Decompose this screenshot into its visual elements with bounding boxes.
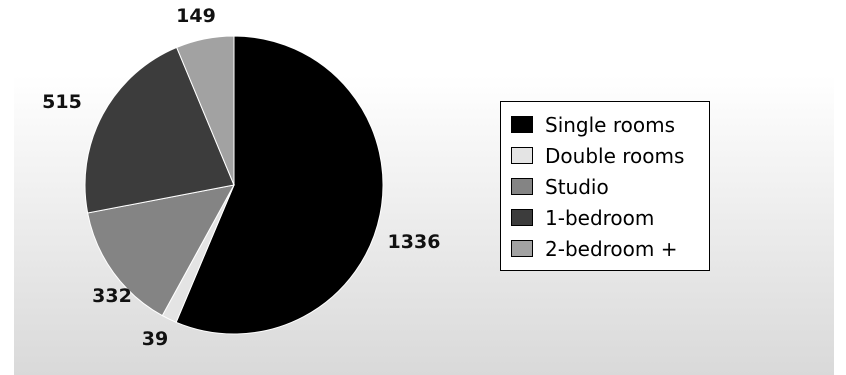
legend-label-studio: Studio [545,175,609,199]
legend-swatch-1-bedroom [511,209,533,226]
legend-swatch-single-rooms [511,116,533,133]
legend-item: Single rooms [511,109,709,140]
legend-label-1-bedroom: 1-bedroom [545,206,654,230]
legend-item: 1-bedroom [511,202,709,233]
legend-label-double-rooms: Double rooms [545,144,684,168]
data-label-double-rooms: 39 [142,328,168,350]
data-label-studio: 332 [92,285,132,307]
legend-item: Studio [511,171,709,202]
data-label-single-rooms: 1336 [388,231,441,253]
legend-swatch-2-bedroom-plus [511,240,533,257]
legend: Single rooms Double rooms Studio 1-bedro… [500,101,710,271]
legend-item: 2-bedroom + [511,233,709,264]
legend-label-2-bedroom-plus: 2-bedroom + [545,237,678,261]
legend-label-single-rooms: Single rooms [545,113,675,137]
data-label-2-bedroom-plus: 149 [176,5,216,27]
legend-swatch-double-rooms [511,147,533,164]
data-label-1-bedroom: 515 [42,91,82,113]
legend-swatch-studio [511,178,533,195]
legend-item: Double rooms [511,140,709,171]
